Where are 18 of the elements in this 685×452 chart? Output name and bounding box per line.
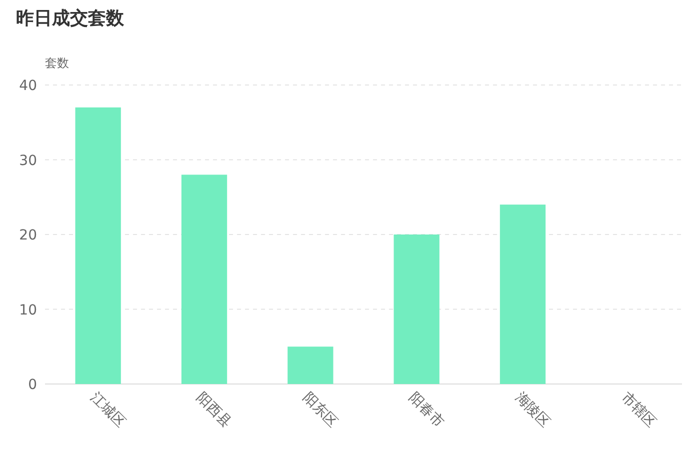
y-axis-title: 套数 [45,56,69,70]
y-tick-label: 20 [19,228,37,244]
y-tick-label: 10 [19,302,37,318]
x-tick-label: 阳春市 [406,390,447,431]
bar [288,346,334,384]
bar [500,204,546,384]
bar [181,174,228,384]
x-tick-label: 江城区 [87,390,128,431]
x-tick-label: 阳西县 [193,390,234,431]
y-tick-label: 40 [19,78,37,94]
x-tick-label: 海陵区 [512,390,553,431]
bar [394,234,440,384]
chart-title: 昨日成交套数 [16,8,125,29]
y-tick-label: 0 [28,377,37,393]
bar [75,107,121,384]
x-tick-label: 阳东区 [300,390,341,431]
x-tick-label: 市辖区 [618,390,660,431]
y-tick-label: 30 [19,152,37,169]
